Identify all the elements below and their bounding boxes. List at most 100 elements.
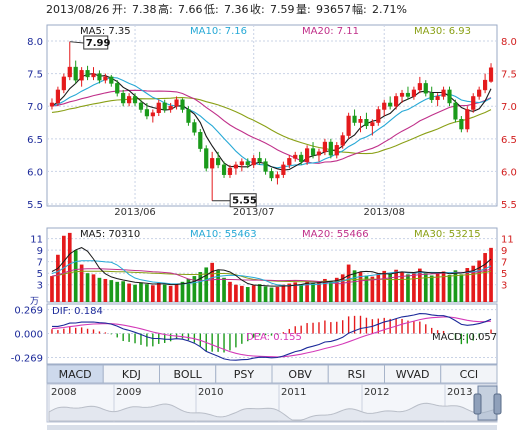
price-axis-right: 8.0 7.5 7.0 6.5 6.0 5.5 [501,37,517,211]
tab-label[interactable]: CCI [460,368,479,381]
volume-tick-label-right: 11 [501,235,514,246]
volume-bar [257,284,262,302]
macd-axis-left: 0.269 0.000 -0.269 [11,306,43,365]
candle [132,93,138,107]
header-low-label: 低: [204,3,219,16]
volume-bar [204,267,209,302]
candle [245,158,250,169]
candle [376,106,381,126]
candle [429,86,434,103]
candle [405,86,411,100]
candle-body [216,158,221,166]
macd-tick-label: -0.269 [11,353,43,364]
candle [293,151,298,162]
ma20-line [51,89,492,164]
tab-macd[interactable]: MACD [46,364,104,384]
overview-left-handle[interactable] [473,393,482,415]
tab-boll[interactable]: BOLL [159,364,217,384]
candle [204,145,209,172]
tab-label[interactable]: RSI [347,368,365,381]
candle [162,99,167,113]
candle [477,86,482,100]
volume-bar [91,274,96,302]
candle [346,112,351,139]
candle [328,138,333,159]
annotations: 7.99 5.55 [69,35,257,208]
candle [281,161,286,178]
volume-bar [269,287,274,302]
low-marker-label: 5.55 [232,196,257,207]
tab-label[interactable]: OBV [288,368,312,381]
candle [138,99,144,113]
volume-bar [156,282,161,302]
tab-cci[interactable]: CCI [440,364,498,384]
volume-bar [216,270,220,302]
candle-body [55,89,60,104]
candle [305,145,310,165]
volume-bar [281,284,286,302]
tab-background[interactable] [440,364,498,384]
candle-body [399,92,405,97]
candle [55,86,60,107]
tab-rsi[interactable]: RSI [327,364,385,384]
candle-body [334,145,339,156]
candle [103,73,108,84]
vol-ma30-legend: MA30: 53215 [414,229,481,240]
overview-scrollbar[interactable] [47,425,497,430]
tab-kdj[interactable]: KDJ [102,364,160,384]
candle [257,151,262,165]
tab-label[interactable]: PSY [234,368,255,381]
header-volume: 93657 [316,3,351,16]
candle-body [97,73,102,81]
candle-body [394,96,399,107]
volume-bar [50,276,54,302]
price-tick-label-left: 6.0 [27,167,43,178]
candle [435,93,440,107]
candle-body [465,109,470,130]
price-tick-label-right: 8.0 [501,37,517,48]
ma5-line [51,73,492,171]
tab-label[interactable]: BOLL [173,368,202,381]
tab-label[interactable]: KDJ [122,368,141,381]
volume-bar [121,281,126,302]
tab-label[interactable]: MACD [59,368,92,381]
volume-tick-label-left: 11 [30,235,43,246]
macd-legend: MACD: 0.057 [432,332,497,343]
volume-bar [417,268,422,302]
candle [61,73,66,94]
candle [269,168,274,182]
candle-body [186,109,191,123]
candle-body [49,102,55,107]
volume-bar [477,260,482,302]
candle-body [346,115,351,136]
price-tick-label-right: 6.0 [501,167,517,178]
overview-right-handle[interactable] [493,393,502,415]
candle-body [245,161,250,166]
tab-wvad[interactable]: WVAD [384,364,442,384]
candle-body [103,76,108,81]
price-tick-label-right: 5.5 [501,200,517,211]
volume-bar [251,285,256,302]
candle-body [488,67,494,82]
tab-psy[interactable]: PSY [215,364,273,384]
candle-body [322,141,327,153]
price-tick-label-right: 6.5 [501,135,517,146]
candle [109,74,114,87]
candle-body [459,119,464,130]
candle-body [471,96,476,110]
volume-bar [287,283,292,302]
candle-body [91,73,96,78]
candle [316,148,322,162]
tab-obv[interactable]: OBV [271,364,329,384]
candle-body [358,119,363,123]
volume-tick-label-right: 9 [501,246,507,257]
candle-body [293,154,298,159]
header-change: 2.71% [372,3,407,16]
tab-label[interactable]: WVAD [396,368,430,381]
volume-bar [334,277,339,302]
volume-bar [180,281,185,302]
candle-body [239,161,244,166]
volume-bar [406,274,410,302]
high-marker-box [83,35,109,50]
